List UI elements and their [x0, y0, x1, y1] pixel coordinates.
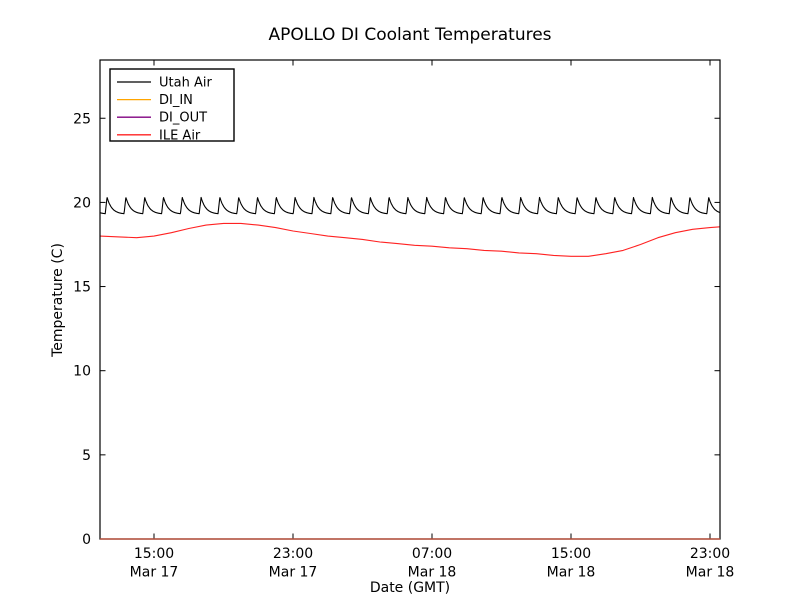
y-tick-label: 15	[73, 280, 91, 296]
x-tick-label-time: 23:00	[273, 546, 313, 562]
y-tick-label: 0	[82, 532, 91, 548]
y-tick-label: 20	[73, 195, 91, 211]
legend-label-utah-air: Utah Air	[159, 76, 212, 91]
x-tick-label-time: 15:00	[134, 546, 174, 562]
x-tick-label-date: Mar 17	[269, 565, 318, 581]
legend-label-di-out: DI_OUT	[159, 111, 207, 126]
x-tick-label-date: Mar 18	[408, 565, 457, 581]
plot-area: 15:00 Mar 17 23:00 Mar 17 07:00 Mar 18 15:00 Ma…	[73, 60, 734, 581]
chart-title: APOLLO DI Coolant Temperatures	[268, 25, 551, 45]
y-tick-label: 10	[73, 364, 91, 380]
x-tick-label-date: Mar 18	[686, 565, 735, 581]
y-tick-label: 25	[73, 111, 91, 127]
x-tick-label-time: 15:00	[551, 546, 591, 562]
x-tick-label-date: Mar 17	[130, 565, 179, 581]
x-tick-label-date: Mar 18	[547, 565, 596, 581]
series-ile-air-line	[99, 222, 721, 257]
legend-box	[109, 68, 235, 142]
x-tick-label-time: 07:00	[412, 546, 452, 562]
y-tick-label: 5	[82, 448, 91, 464]
legend-label-di-in: DI_IN	[159, 93, 193, 108]
x-tick-label-time: 23:00	[690, 546, 730, 562]
x-axis-label: Date (GMT)	[370, 580, 450, 596]
legend-label-ile-air: ILE Air	[159, 128, 201, 143]
legend: Utah Air DI_IN DI_OUT ILE Air	[109, 68, 235, 143]
y-axis-label: Temperature (C)	[50, 243, 66, 358]
series-utah-air-line	[99, 196, 721, 215]
